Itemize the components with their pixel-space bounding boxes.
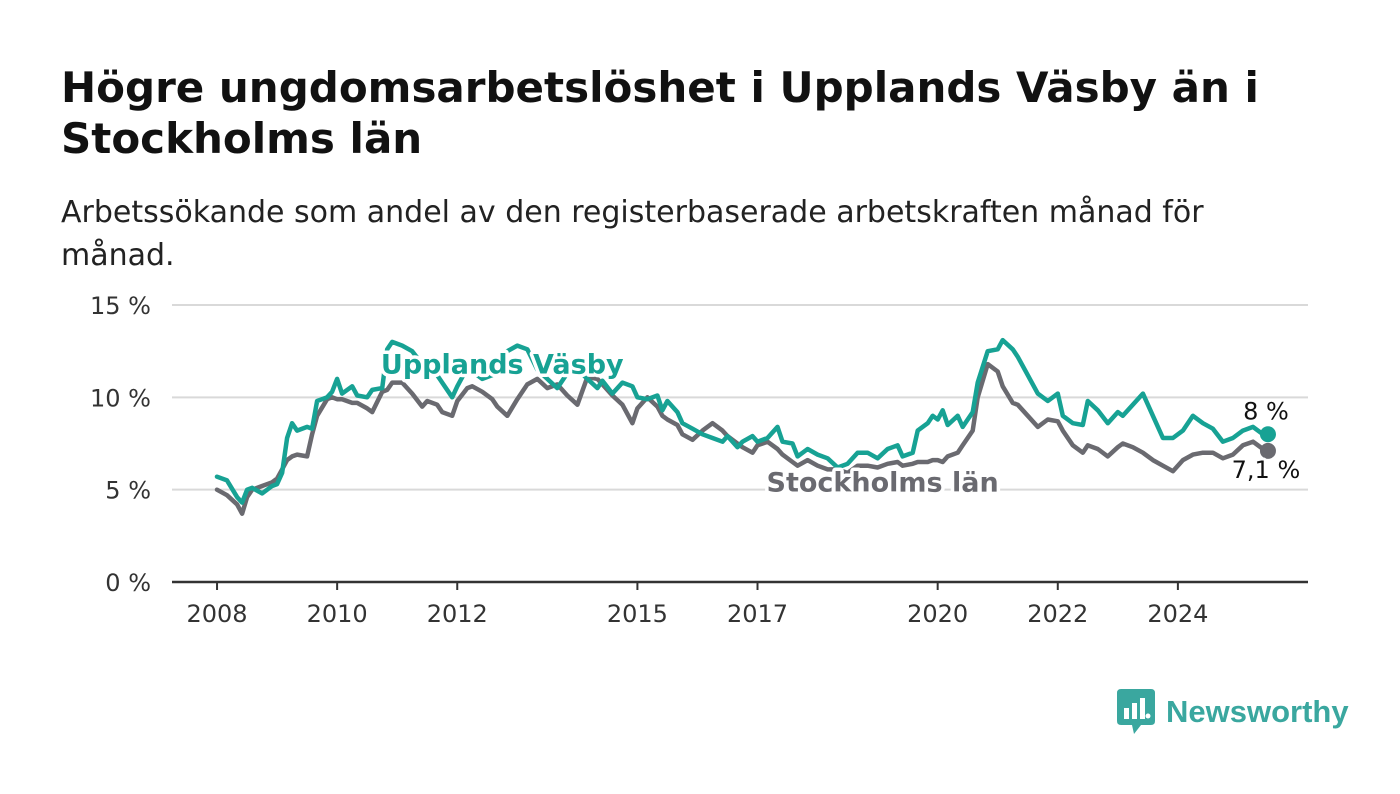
x-tick-label: 2010 — [307, 600, 368, 628]
series-label-stockholms-lan: Stockholms län — [767, 468, 999, 499]
y-tick-label: 0 % — [105, 569, 151, 597]
newsworthy-logo: Newsworthy — [1117, 689, 1349, 735]
x-tick-label: 2024 — [1147, 600, 1208, 628]
y-tick-label: 10 % — [90, 384, 151, 412]
stockholms-lan-line — [214, 361, 1271, 516]
upplands-vasby-end-marker — [1259, 426, 1276, 443]
y-tick-label: 15 % — [90, 292, 151, 320]
x-tick-label: 2012 — [427, 600, 488, 628]
stockholms-lan-end-marker — [1259, 442, 1276, 459]
end-value-stockholms-lan: 7,1 % — [1232, 456, 1301, 484]
x-tick-label: 2008 — [187, 600, 248, 628]
x-tick-label: 2017 — [727, 600, 788, 628]
newsworthy-logo-text: Newsworthy — [1166, 694, 1349, 729]
x-tick-label: 2022 — [1027, 600, 1088, 628]
chart-title: Högre ungdomsarbetslöshet i Upplands Väs… — [61, 63, 1259, 163]
chart-subtitle: Arbetssökande som andel av den registerb… — [61, 195, 1204, 273]
y-tick-label: 5 % — [105, 477, 151, 505]
x-tick-label: 2020 — [907, 600, 968, 628]
upplands-vasby-line — [214, 337, 1271, 505]
newsworthy-logo-icon — [1117, 689, 1155, 734]
end-value-upplands-vasby: 8 % — [1243, 397, 1289, 425]
series-label-upplands-vasby: Upplands Väsby — [381, 349, 624, 380]
x-tick-label: 2015 — [607, 600, 668, 628]
